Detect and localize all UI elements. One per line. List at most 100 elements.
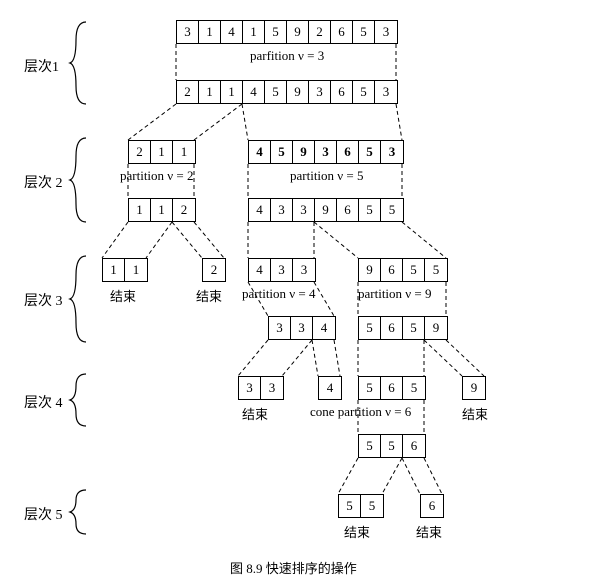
- array-cell: 5: [353, 81, 375, 103]
- array-cell: 2: [203, 259, 225, 281]
- array-cell: 5: [361, 495, 383, 517]
- partition-6: cone partition ν = 6: [310, 404, 411, 420]
- partition-4: partition ν = 4: [242, 286, 316, 302]
- array-c1: 11: [102, 258, 148, 282]
- array-cell: 9: [287, 81, 309, 103]
- array-cell: 1: [243, 21, 265, 43]
- brace-1: [68, 20, 88, 106]
- end-d4: 结束: [462, 404, 488, 423]
- array-cell: 5: [359, 377, 381, 399]
- array-d4: 9: [462, 376, 486, 400]
- array-a2: 2114593653: [176, 80, 398, 104]
- level-4-label: 层次 4: [24, 392, 63, 412]
- partition-2: partition ν = 2: [120, 168, 194, 184]
- array-cell: 5: [353, 21, 375, 43]
- array-b1: 211: [128, 140, 196, 164]
- array-cell: 5: [403, 259, 425, 281]
- array-cell: 1: [173, 141, 195, 163]
- array-b4: 4339655: [248, 198, 404, 222]
- array-cell: 1: [199, 21, 221, 43]
- brace-3: [68, 254, 88, 344]
- end-e1: 结束: [344, 522, 370, 541]
- array-cell: 3: [271, 199, 293, 221]
- array-cell: 3: [177, 21, 199, 43]
- array-cell: 5: [359, 199, 381, 221]
- array-cell: 5: [359, 317, 381, 339]
- array-b3: 112: [128, 198, 196, 222]
- level-2-label: 层次 2: [24, 172, 63, 192]
- array-c4: 9655: [358, 258, 448, 282]
- end-e2: 结束: [416, 522, 442, 541]
- array-cell: 3: [293, 199, 315, 221]
- array-cell: 5: [381, 435, 403, 457]
- array-c3: 433: [248, 258, 316, 282]
- array-d2: 4: [318, 376, 342, 400]
- array-cell: 6: [403, 435, 425, 457]
- figure-caption: 图 8.9 快速排序的操作: [230, 558, 357, 577]
- array-cell: 1: [103, 259, 125, 281]
- array-cell: 5: [381, 199, 403, 221]
- array-d3: 565: [358, 376, 426, 400]
- array-cell: 3: [309, 81, 331, 103]
- array-cell: 6: [381, 317, 403, 339]
- array-e1: 55: [338, 494, 384, 518]
- array-cell: 2: [177, 81, 199, 103]
- level-1-label: 层次1: [24, 56, 59, 76]
- array-cell: 5: [265, 21, 287, 43]
- array-cell: 1: [151, 199, 173, 221]
- array-c2: 2: [202, 258, 226, 282]
- array-cell: 2: [309, 21, 331, 43]
- array-cell: 3: [271, 259, 293, 281]
- array-cell: 6: [337, 199, 359, 221]
- array-cell: 9: [293, 141, 315, 163]
- brace-2: [68, 136, 88, 224]
- array-cell: 4: [249, 259, 271, 281]
- array-cell: 3: [293, 259, 315, 281]
- array-cell: 3: [375, 81, 397, 103]
- array-cell: 5: [359, 141, 381, 163]
- array-cell: 3: [315, 141, 337, 163]
- array-cell: 4: [313, 317, 335, 339]
- brace-4: [68, 372, 88, 428]
- array-cell: 4: [249, 141, 271, 163]
- array-cell: 1: [221, 81, 243, 103]
- array-cell: 6: [331, 21, 353, 43]
- array-cell: 5: [425, 259, 447, 281]
- level-5-label: 层次 5: [24, 504, 63, 524]
- end-c1: 结束: [110, 286, 136, 305]
- array-cell: 9: [425, 317, 447, 339]
- array-cell: 3: [291, 317, 313, 339]
- array-cell: 1: [125, 259, 147, 281]
- array-cell: 9: [359, 259, 381, 281]
- array-cell: 9: [315, 199, 337, 221]
- array-b2: 4593653: [248, 140, 404, 164]
- array-cell: 4: [319, 377, 341, 399]
- array-cell: 5: [265, 81, 287, 103]
- array-c5: 334: [268, 316, 336, 340]
- array-c6: 5659: [358, 316, 448, 340]
- array-cell: 1: [129, 199, 151, 221]
- array-cell: 6: [421, 495, 443, 517]
- end-d1: 结束: [242, 404, 268, 423]
- array-cell: 3: [381, 141, 403, 163]
- array-cell: 5: [271, 141, 293, 163]
- array-cell: 4: [221, 21, 243, 43]
- array-cell: 3: [269, 317, 291, 339]
- partition-3: parfition ν = 3: [250, 48, 324, 64]
- quicksort-diagram: 层次1 层次 2 层次 3 层次 4 层次 5 3141592653 parfi…: [10, 10, 599, 578]
- array-cell: 6: [381, 377, 403, 399]
- array-d5: 556: [358, 434, 426, 458]
- array-a1: 3141592653: [176, 20, 398, 44]
- array-cell: 4: [243, 81, 265, 103]
- array-cell: 6: [381, 259, 403, 281]
- array-cell: 3: [239, 377, 261, 399]
- brace-5: [68, 488, 88, 536]
- array-cell: 2: [173, 199, 195, 221]
- array-cell: 1: [199, 81, 221, 103]
- array-cell: 6: [337, 141, 359, 163]
- partition-5: partition ν = 5: [290, 168, 364, 184]
- array-cell: 4: [249, 199, 271, 221]
- array-cell: 1: [151, 141, 173, 163]
- array-cell: 5: [359, 435, 381, 457]
- array-cell: 9: [287, 21, 309, 43]
